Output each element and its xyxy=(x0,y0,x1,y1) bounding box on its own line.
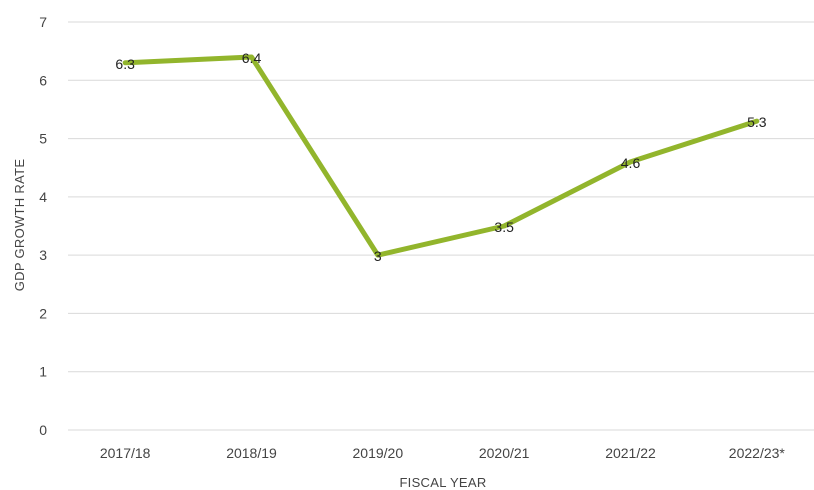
data-label: 6.4 xyxy=(242,50,262,66)
x-tick-label: 2020/21 xyxy=(479,445,530,461)
gridlines xyxy=(68,21,814,431)
y-tick-label: 0 xyxy=(39,422,47,438)
x-tick-label: 2018/19 xyxy=(226,445,277,461)
data-label: 6.3 xyxy=(115,56,135,72)
data-label: 3.5 xyxy=(494,219,514,235)
y-tick-label: 3 xyxy=(39,247,47,263)
data-label: 3 xyxy=(374,248,382,264)
x-tick-label: 2022/23* xyxy=(729,445,786,461)
y-tick-label: 4 xyxy=(39,189,47,205)
x-tick-label: 2019/20 xyxy=(353,445,404,461)
x-tick-label: 2017/18 xyxy=(100,445,151,461)
y-tick-label: 5 xyxy=(39,131,47,147)
x-axis-title: FISCAL YEAR xyxy=(399,475,486,490)
data-label: 4.6 xyxy=(621,155,641,171)
x-axis-ticks: 2017/18 2018/19 2019/20 2020/21 2021/22 2022/… xyxy=(100,445,786,461)
y-tick-label: 2 xyxy=(39,305,47,321)
data-label: 5.3 xyxy=(747,114,767,130)
y-tick-label: 6 xyxy=(39,72,47,88)
y-tick-label: 7 xyxy=(39,14,47,30)
y-axis-ticks: 0 1 2 3 4 5 6 7 xyxy=(39,14,47,438)
y-axis-title: GDP GROWTH RATE xyxy=(12,159,27,292)
x-tick-label: 2021/22 xyxy=(605,445,656,461)
y-tick-label: 1 xyxy=(39,364,47,380)
data-labels: 6.3 6.4 3 3.5 4.6 5.3 xyxy=(115,50,766,264)
series-line xyxy=(122,54,760,258)
